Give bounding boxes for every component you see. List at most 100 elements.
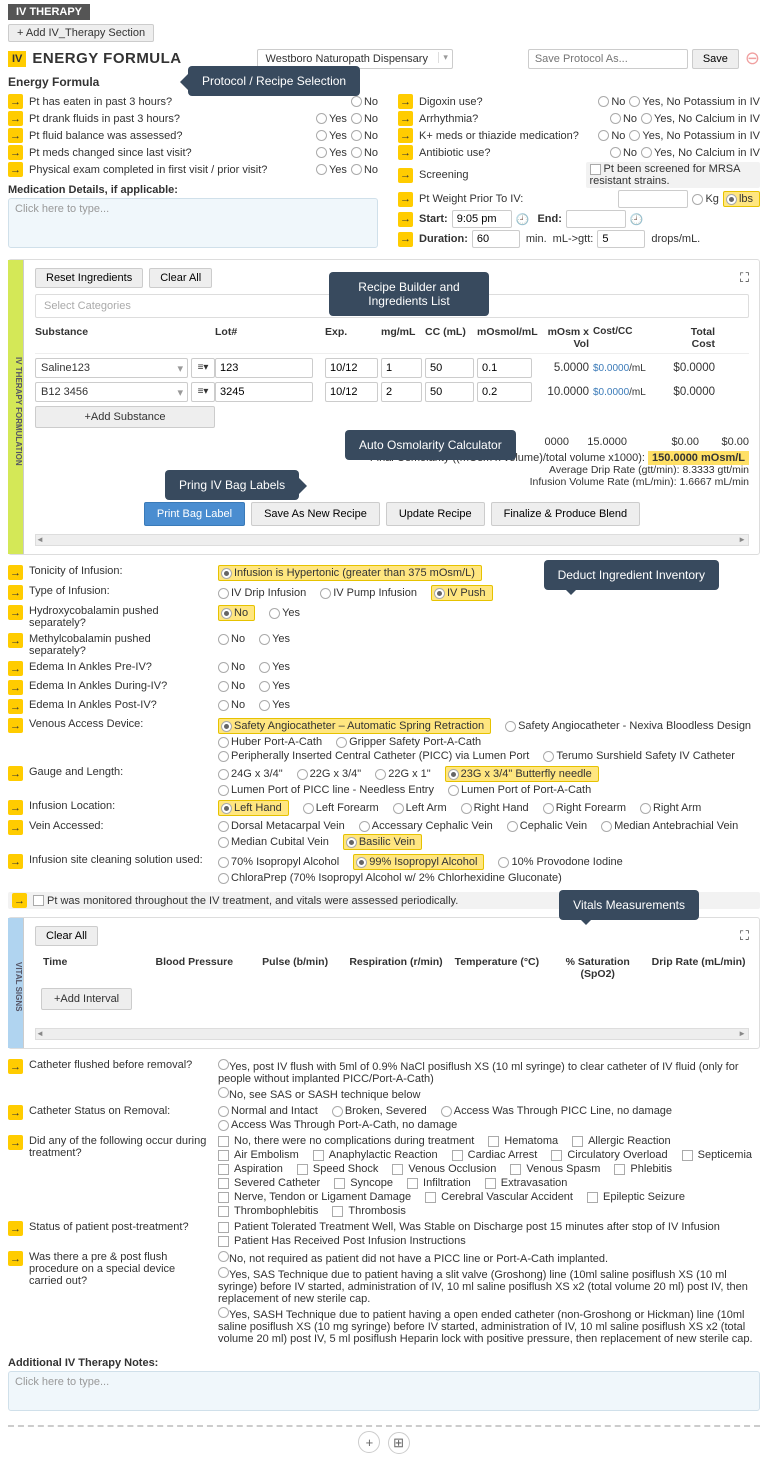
- save-protocol-input[interactable]: [528, 49, 688, 69]
- cost-link[interactable]: $0.0000: [593, 387, 629, 398]
- radio-option[interactable]: Left Arm: [393, 802, 447, 814]
- radio-option[interactable]: No: [218, 605, 255, 621]
- radio-option[interactable]: Yes: [316, 164, 347, 176]
- radio-option[interactable]: 22G x 1": [375, 768, 430, 780]
- radio-option[interactable]: Basilic Vein: [343, 834, 422, 850]
- clock-icon[interactable]: 🕘: [630, 213, 644, 226]
- radio-option[interactable]: Infusion is Hypertonic (greater than 375…: [218, 565, 482, 581]
- checkbox-option[interactable]: Epileptic Seizure: [587, 1191, 685, 1203]
- radio-option[interactable]: No: [610, 113, 637, 125]
- checkbox-option[interactable]: Patient Has Received Post Infusion Instr…: [218, 1235, 466, 1247]
- print-bag-label-button[interactable]: Print Bag Label: [144, 502, 245, 526]
- radio-option[interactable]: Right Forearm: [543, 802, 626, 814]
- radio-option[interactable]: 23G x 3/4" Butterfly needle: [445, 766, 599, 782]
- radio-option[interactable]: Yes, post IV flush with 5ml of 0.9% NaCl…: [218, 1059, 760, 1085]
- checkbox-option[interactable]: Speed Shock: [297, 1163, 378, 1175]
- duration-input[interactable]: [472, 230, 520, 248]
- substance-select[interactable]: B12 3456▾: [35, 382, 188, 402]
- checkbox-option[interactable]: Thrombosis: [332, 1205, 405, 1217]
- radio-option[interactable]: No: [218, 699, 245, 711]
- radio-option[interactable]: 70% Isopropyl Alcohol: [218, 856, 339, 868]
- radio-option[interactable]: Median Cubital Vein: [218, 836, 329, 848]
- horizontal-scrollbar[interactable]: [35, 1028, 749, 1040]
- category-select[interactable]: Select Categories: [35, 294, 749, 318]
- radio-option[interactable]: Yes: [259, 633, 290, 645]
- expand-icon[interactable]: ⛶: [740, 270, 749, 286]
- save-button[interactable]: Save: [692, 49, 739, 69]
- radio-option[interactable]: Yes: [259, 699, 290, 711]
- radio-option[interactable]: ChloraPrep (70% Isopropyl Alcohol w/ 2% …: [218, 872, 562, 884]
- radio-option[interactable]: No: [351, 147, 378, 159]
- radio-option[interactable]: No: [351, 130, 378, 142]
- radio-option[interactable]: Right Arm: [640, 802, 701, 814]
- radio-option[interactable]: Safety Angiocatheter - Nexiva Bloodless …: [505, 720, 751, 732]
- checkbox-option[interactable]: Infiltration: [407, 1177, 471, 1189]
- grid-icon[interactable]: ⊞: [388, 1432, 410, 1454]
- checkbox-option[interactable]: Phlebitis: [614, 1163, 672, 1175]
- checkbox-option[interactable]: No, there were no complications during t…: [218, 1135, 474, 1147]
- radio-option[interactable]: Yes: [316, 113, 347, 125]
- expand-icon[interactable]: ⛶: [740, 928, 749, 944]
- cc-input[interactable]: [425, 358, 474, 378]
- screening-checkbox[interactable]: [590, 164, 601, 175]
- add-icon[interactable]: +: [358, 1431, 380, 1453]
- mg-input[interactable]: [381, 382, 422, 402]
- add-interval-button[interactable]: +Add Interval: [41, 988, 132, 1010]
- radio-option[interactable]: No, not required as patient did not have…: [218, 1251, 760, 1265]
- radio-option[interactable]: Kg: [692, 193, 718, 205]
- cost-link[interactable]: $0.0000: [593, 363, 629, 374]
- finalize-button[interactable]: Finalize & Produce Blend: [491, 502, 641, 526]
- clear-all-button[interactable]: Clear All: [149, 268, 212, 288]
- radio-option[interactable]: Right Hand: [461, 802, 529, 814]
- gtt-input[interactable]: [597, 230, 645, 248]
- radio-option[interactable]: Yes: [316, 147, 347, 159]
- radio-option[interactable]: Yes: [259, 680, 290, 692]
- radio-option[interactable]: Left Hand: [218, 800, 289, 816]
- radio-option[interactable]: Huber Port-A-Cath: [218, 736, 322, 748]
- builder-tab[interactable]: IV THERAPY FORMULATION: [8, 260, 24, 554]
- radio-option[interactable]: 22G x 3/4": [297, 768, 362, 780]
- radio-option[interactable]: Gripper Safety Port-A-Cath: [336, 736, 481, 748]
- cc-input[interactable]: [425, 382, 474, 402]
- radio-option[interactable]: No: [351, 96, 378, 108]
- dispensary-select[interactable]: Westboro Naturopath Dispensary ▾: [257, 49, 453, 69]
- radio-option[interactable]: IV Pump Infusion: [320, 587, 417, 599]
- monitored-checkbox[interactable]: [33, 895, 44, 906]
- reset-ingredients-button[interactable]: Reset Ingredients: [35, 268, 143, 288]
- radio-option[interactable]: No: [610, 147, 637, 159]
- vitals-tab[interactable]: VITAL SIGNS: [8, 918, 24, 1048]
- radio-option[interactable]: Dorsal Metacarpal Vein: [218, 820, 345, 832]
- radio-option[interactable]: lbs: [723, 191, 760, 207]
- menu-icon[interactable]: ≡▾: [191, 382, 215, 402]
- radio-option[interactable]: No: [218, 661, 245, 673]
- start-input[interactable]: [452, 210, 512, 228]
- exp-input[interactable]: [325, 358, 378, 378]
- radio-option[interactable]: Lumen Port of Port-A-Cath: [448, 784, 591, 796]
- save-recipe-button[interactable]: Save As New Recipe: [251, 502, 380, 526]
- checkbox-option[interactable]: Syncope: [334, 1177, 393, 1189]
- clock-icon[interactable]: 🕘: [516, 213, 530, 226]
- radio-option[interactable]: No: [598, 96, 625, 108]
- radio-option[interactable]: No: [218, 633, 245, 645]
- radio-option[interactable]: Yes: [259, 661, 290, 673]
- checkbox-option[interactable]: Cerebral Vascular Accident: [425, 1191, 573, 1203]
- add-substance-button[interactable]: +Add Substance: [35, 406, 215, 428]
- checkbox-option[interactable]: Extravasation: [485, 1177, 568, 1189]
- radio-option[interactable]: Normal and Intact: [218, 1105, 318, 1117]
- radio-option[interactable]: 99% Isopropyl Alcohol: [353, 854, 484, 870]
- checkbox-option[interactable]: Severed Catheter: [218, 1177, 320, 1189]
- mosm-input[interactable]: [477, 382, 532, 402]
- radio-option[interactable]: No: [218, 680, 245, 692]
- lot-input[interactable]: [215, 358, 313, 378]
- radio-option[interactable]: Yes: [269, 607, 300, 619]
- radio-option[interactable]: Yes, No Calcium in IV: [641, 147, 760, 159]
- radio-option[interactable]: Yes, SAS Technique due to patient having…: [218, 1267, 760, 1305]
- radio-option[interactable]: Median Antebrachial Vein: [601, 820, 738, 832]
- checkbox-option[interactable]: Venous Spasm: [510, 1163, 600, 1175]
- radio-option[interactable]: Yes, SASH Technique due to patient havin…: [218, 1307, 760, 1345]
- radio-option[interactable]: Yes, No Potassium in IV: [629, 96, 760, 108]
- checkbox-option[interactable]: Venous Occlusion: [392, 1163, 496, 1175]
- radio-option[interactable]: IV Push: [431, 585, 493, 601]
- radio-option[interactable]: Yes: [316, 130, 347, 142]
- vitals-clear-button[interactable]: Clear All: [35, 926, 98, 946]
